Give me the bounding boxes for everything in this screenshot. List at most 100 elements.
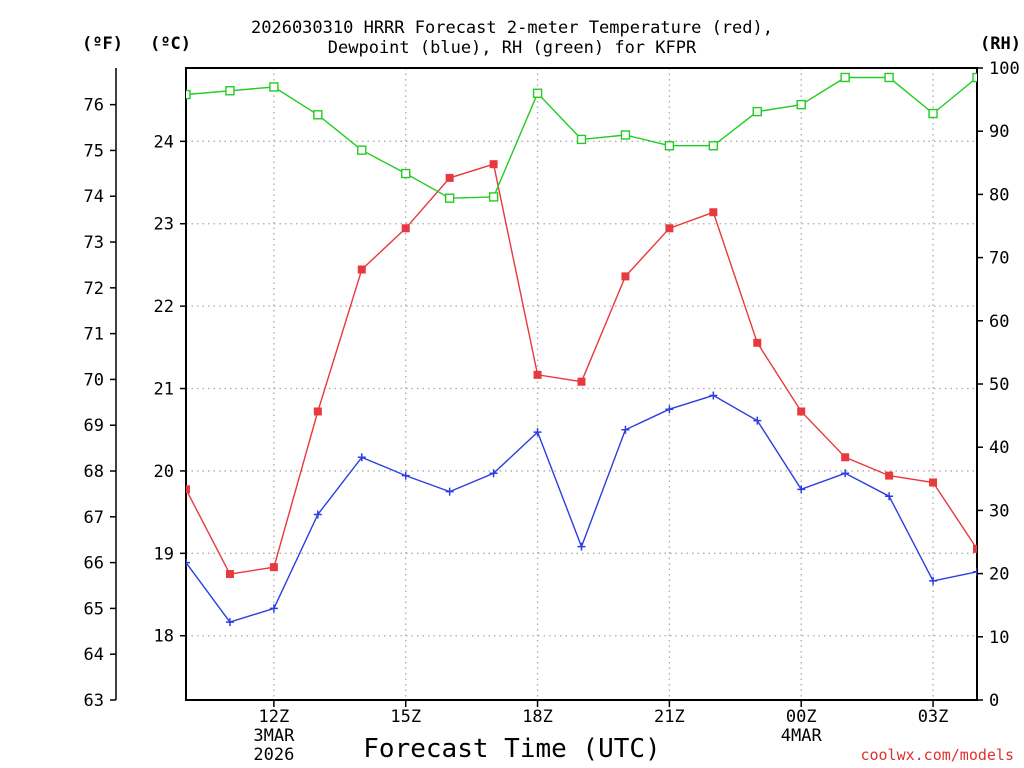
fahrenheit-tick-label: 76 <box>84 96 104 116</box>
rh-point <box>620 130 631 140</box>
temperature-point <box>269 563 278 572</box>
x-tick-label: 03Z <box>918 707 949 727</box>
fahrenheit-tick-label: 74 <box>84 187 104 207</box>
rh-point <box>357 145 367 155</box>
fahrenheit-tick-label: 66 <box>84 554 104 574</box>
fahrenheit-tick-label: 75 <box>84 141 104 161</box>
fahrenheit-unit-label: (ºF) <box>82 34 123 54</box>
dewpoint-point <box>357 453 366 462</box>
temperature-point <box>186 485 190 494</box>
dewpoint-point <box>797 485 806 494</box>
series-group <box>186 72 977 627</box>
fahrenheit-tick-label: 65 <box>84 599 104 619</box>
rh-point <box>186 89 191 100</box>
celsius-tick-label: 20 <box>154 462 174 482</box>
temperature-point <box>357 265 366 274</box>
rh-point <box>532 88 543 98</box>
rh-point <box>928 108 938 119</box>
dewpoint-point <box>313 510 322 519</box>
dewpoint-point <box>621 425 630 434</box>
x-tick-label: 3MAR <box>253 726 295 746</box>
rh-tick-label: 30 <box>989 501 1009 521</box>
dewpoint-point <box>665 405 674 414</box>
rh-point <box>708 141 719 151</box>
rh-tick-label: 20 <box>989 565 1009 585</box>
rh-tick-label: 80 <box>989 185 1009 205</box>
dewpoint-point <box>186 558 190 567</box>
x-tick-label: 15Z <box>390 707 421 727</box>
temperature-point <box>709 208 718 217</box>
dewpoint-point <box>445 487 454 496</box>
x-tick-label: 2026 <box>253 745 294 765</box>
rh-tick-label: 40 <box>989 438 1009 458</box>
fahrenheit-tick-label: 63 <box>84 691 104 711</box>
rh-tick-label: 0 <box>989 691 999 711</box>
temperature-point <box>489 160 498 169</box>
rh-point <box>840 72 850 83</box>
temperature-point <box>313 407 322 416</box>
temperature-point <box>665 224 674 233</box>
rh-tick-label: 90 <box>989 122 1009 142</box>
dewpoint-point <box>709 391 718 400</box>
fahrenheit-tick-label: 67 <box>84 508 104 528</box>
rh-point <box>972 72 977 83</box>
temperature-point <box>797 407 806 416</box>
rh-point <box>488 192 499 202</box>
dewpoint-point <box>929 576 938 585</box>
fahrenheit-tick-label: 69 <box>84 416 104 436</box>
rh-point <box>225 86 235 96</box>
temperature-point <box>225 570 234 579</box>
x-tick-label: 21Z <box>654 707 685 727</box>
fahrenheit-tick-label: 73 <box>84 233 104 253</box>
x-tick-label: 12Z <box>259 707 290 727</box>
temperature-point <box>973 544 977 553</box>
x-tick-label: 00Z <box>786 707 817 727</box>
credit-link[interactable]: coolwx.com/models <box>860 746 1014 764</box>
rh-tick-label: 100 <box>989 59 1020 79</box>
rh-point <box>444 193 455 203</box>
celsius-unit-label: (ºC) <box>150 34 191 54</box>
temperature-point <box>841 453 850 462</box>
rh-point <box>576 134 587 145</box>
x-tick-label: 18Z <box>522 707 553 727</box>
temperature-point <box>401 224 410 233</box>
fahrenheit-tick-label: 68 <box>84 462 104 482</box>
temperature-point <box>753 338 762 347</box>
dewpoint-point <box>489 469 498 478</box>
x-tick-label: 4MAR <box>781 726 823 746</box>
temperature-point <box>885 471 894 480</box>
chart-title-line1: 2026030310 HRRR Forecast 2-meter Tempera… <box>251 18 773 38</box>
dewpoint-point <box>225 618 234 627</box>
celsius-tick-label: 24 <box>154 132 174 152</box>
rh-unit-label: (RH) <box>980 34 1021 54</box>
rh-point <box>664 141 675 151</box>
temperature-point <box>577 377 586 386</box>
dewpoint-line <box>186 394 977 623</box>
rh-point <box>884 72 894 83</box>
rh-point <box>401 168 411 179</box>
temperature-point <box>621 272 630 281</box>
temperature-point <box>929 478 938 487</box>
dewpoint-point <box>577 542 586 551</box>
celsius-tick-label: 23 <box>154 215 174 235</box>
rh-point <box>269 82 279 92</box>
chart-title-line2: Dewpoint (blue), RH (green) for KFPR <box>327 38 697 58</box>
dewpoint-point <box>269 604 278 613</box>
fahrenheit-tick-label: 70 <box>84 370 104 390</box>
rh-point <box>313 110 323 120</box>
fahrenheit-tick-label: 72 <box>84 279 104 299</box>
fahrenheit-tick-label: 71 <box>84 325 104 345</box>
x-axis-title: Forecast Time (UTC) <box>363 734 661 764</box>
rh-tick-label: 10 <box>989 628 1009 648</box>
dewpoint-point <box>753 416 762 425</box>
temperature-point <box>533 370 542 379</box>
celsius-tick-label: 18 <box>154 627 174 647</box>
rh-tick-label: 70 <box>989 249 1009 269</box>
celsius-tick-label: 21 <box>154 380 174 400</box>
rh-point <box>752 106 762 117</box>
temperature-point <box>445 173 454 182</box>
dewpoint-point <box>401 471 410 480</box>
celsius-tick-label: 19 <box>154 544 174 564</box>
dewpoint-point <box>885 492 894 501</box>
